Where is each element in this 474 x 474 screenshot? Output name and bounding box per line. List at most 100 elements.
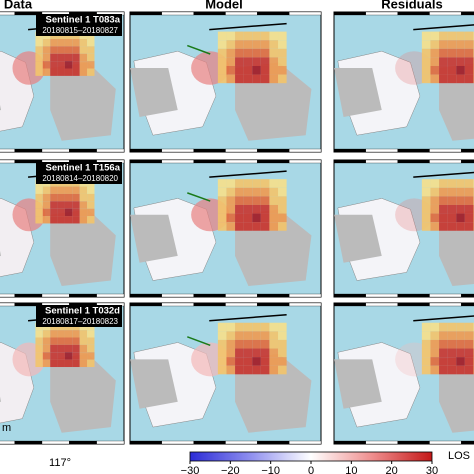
heat-cell (421, 365, 431, 375)
heat-cell (252, 357, 261, 366)
heat-cell (35, 344, 43, 353)
heat-cell (421, 65, 431, 75)
heat-cell (421, 339, 431, 349)
heat-cell (226, 74, 236, 84)
frame-tick (333, 440, 366, 445)
fault-trace (209, 170, 287, 178)
frame-tick (193, 11, 226, 16)
heat-cell (260, 222, 270, 231)
heat-cell (35, 216, 43, 224)
heat-cell (278, 213, 287, 223)
map-panel (129, 11, 322, 153)
island-east (50, 353, 116, 433)
heat-cell (50, 359, 58, 368)
heat-cell (421, 348, 431, 358)
heat-cell (252, 74, 261, 84)
heat-cell (64, 359, 73, 368)
heat-cell (243, 187, 253, 197)
island-west-gray (334, 214, 382, 263)
heat-cell (439, 222, 448, 231)
heat-cell (456, 331, 465, 340)
heat-cell (79, 359, 88, 368)
heat-cell (439, 331, 448, 340)
colorbar (189, 451, 433, 462)
heat-cell (464, 213, 474, 223)
label-box (36, 162, 122, 184)
frame-tick (0, 440, 15, 445)
heat-cell (430, 179, 440, 188)
heat-cell (430, 187, 440, 197)
heat-cell (447, 65, 457, 75)
track-label: Sentinel 1 T156a (46, 163, 121, 174)
heat-cell (87, 61, 95, 69)
heat-cell (243, 331, 253, 340)
heat-cell (439, 31, 448, 41)
heat-cell (50, 344, 58, 353)
island-west-gray (130, 214, 178, 263)
heat-cell (72, 53, 80, 62)
heat-cell (217, 365, 227, 375)
frame-tick (193, 302, 226, 307)
heat-cell (447, 31, 457, 41)
heat-cell (421, 179, 431, 188)
heat-cell (447, 348, 457, 358)
heat-cell (260, 331, 270, 340)
heat-cell (72, 352, 80, 360)
frame-tick (96, 293, 125, 298)
heat-cell (57, 352, 65, 360)
heat-cell (226, 339, 236, 349)
heat-cell (72, 193, 80, 202)
heat-cell (235, 31, 244, 41)
heat-cell (421, 196, 431, 205)
heat-cell (226, 222, 236, 231)
frame-tick (289, 440, 322, 445)
heat-cell (35, 68, 43, 76)
frame-tick (257, 148, 290, 153)
heat-cell (430, 357, 440, 366)
heat-cell (278, 179, 287, 188)
heat-cell (252, 365, 261, 375)
heat-cell (35, 38, 43, 47)
heat-cell (35, 186, 43, 194)
frame-tick (365, 11, 398, 16)
heat-cell (269, 339, 279, 349)
heat-cell (252, 322, 261, 332)
frame-tick (289, 11, 322, 16)
heat-cell (439, 196, 448, 205)
frame-tick (225, 148, 258, 153)
heat-cell (269, 213, 279, 223)
heat-cell (35, 337, 43, 345)
heat-cell (439, 48, 448, 58)
heat-cell (243, 74, 253, 84)
heat-cell (42, 359, 51, 368)
date-label: 20180815–20180827 (42, 26, 118, 35)
heat-cell (217, 322, 227, 332)
heat-cell (260, 65, 270, 75)
heat-cell (35, 330, 43, 338)
map-panel (129, 159, 322, 298)
frame-tick (225, 159, 258, 164)
heat-cell (42, 201, 51, 209)
heat-cell (464, 65, 474, 75)
heat-cell (72, 337, 80, 345)
heat-cell (57, 344, 65, 353)
heat-cell (243, 57, 253, 66)
heat-cell (72, 46, 80, 54)
colorbar-tick-label: −30 (181, 465, 200, 474)
frame-tick (257, 302, 290, 307)
heat-cell (447, 179, 457, 188)
heat-cell (35, 208, 43, 217)
heat-cell (260, 348, 270, 358)
heat-cell (235, 348, 244, 358)
heat-cell (87, 193, 95, 202)
heat-cell (260, 40, 270, 49)
heat-cell (35, 193, 43, 202)
heat-cell (447, 40, 457, 49)
heat-cell (72, 201, 80, 209)
heat-cell (464, 222, 474, 231)
heat-cell (269, 196, 279, 205)
model-arrow (187, 192, 211, 202)
frame-tick (96, 440, 125, 445)
heat-cell (243, 179, 253, 188)
heat-cell (278, 339, 287, 349)
